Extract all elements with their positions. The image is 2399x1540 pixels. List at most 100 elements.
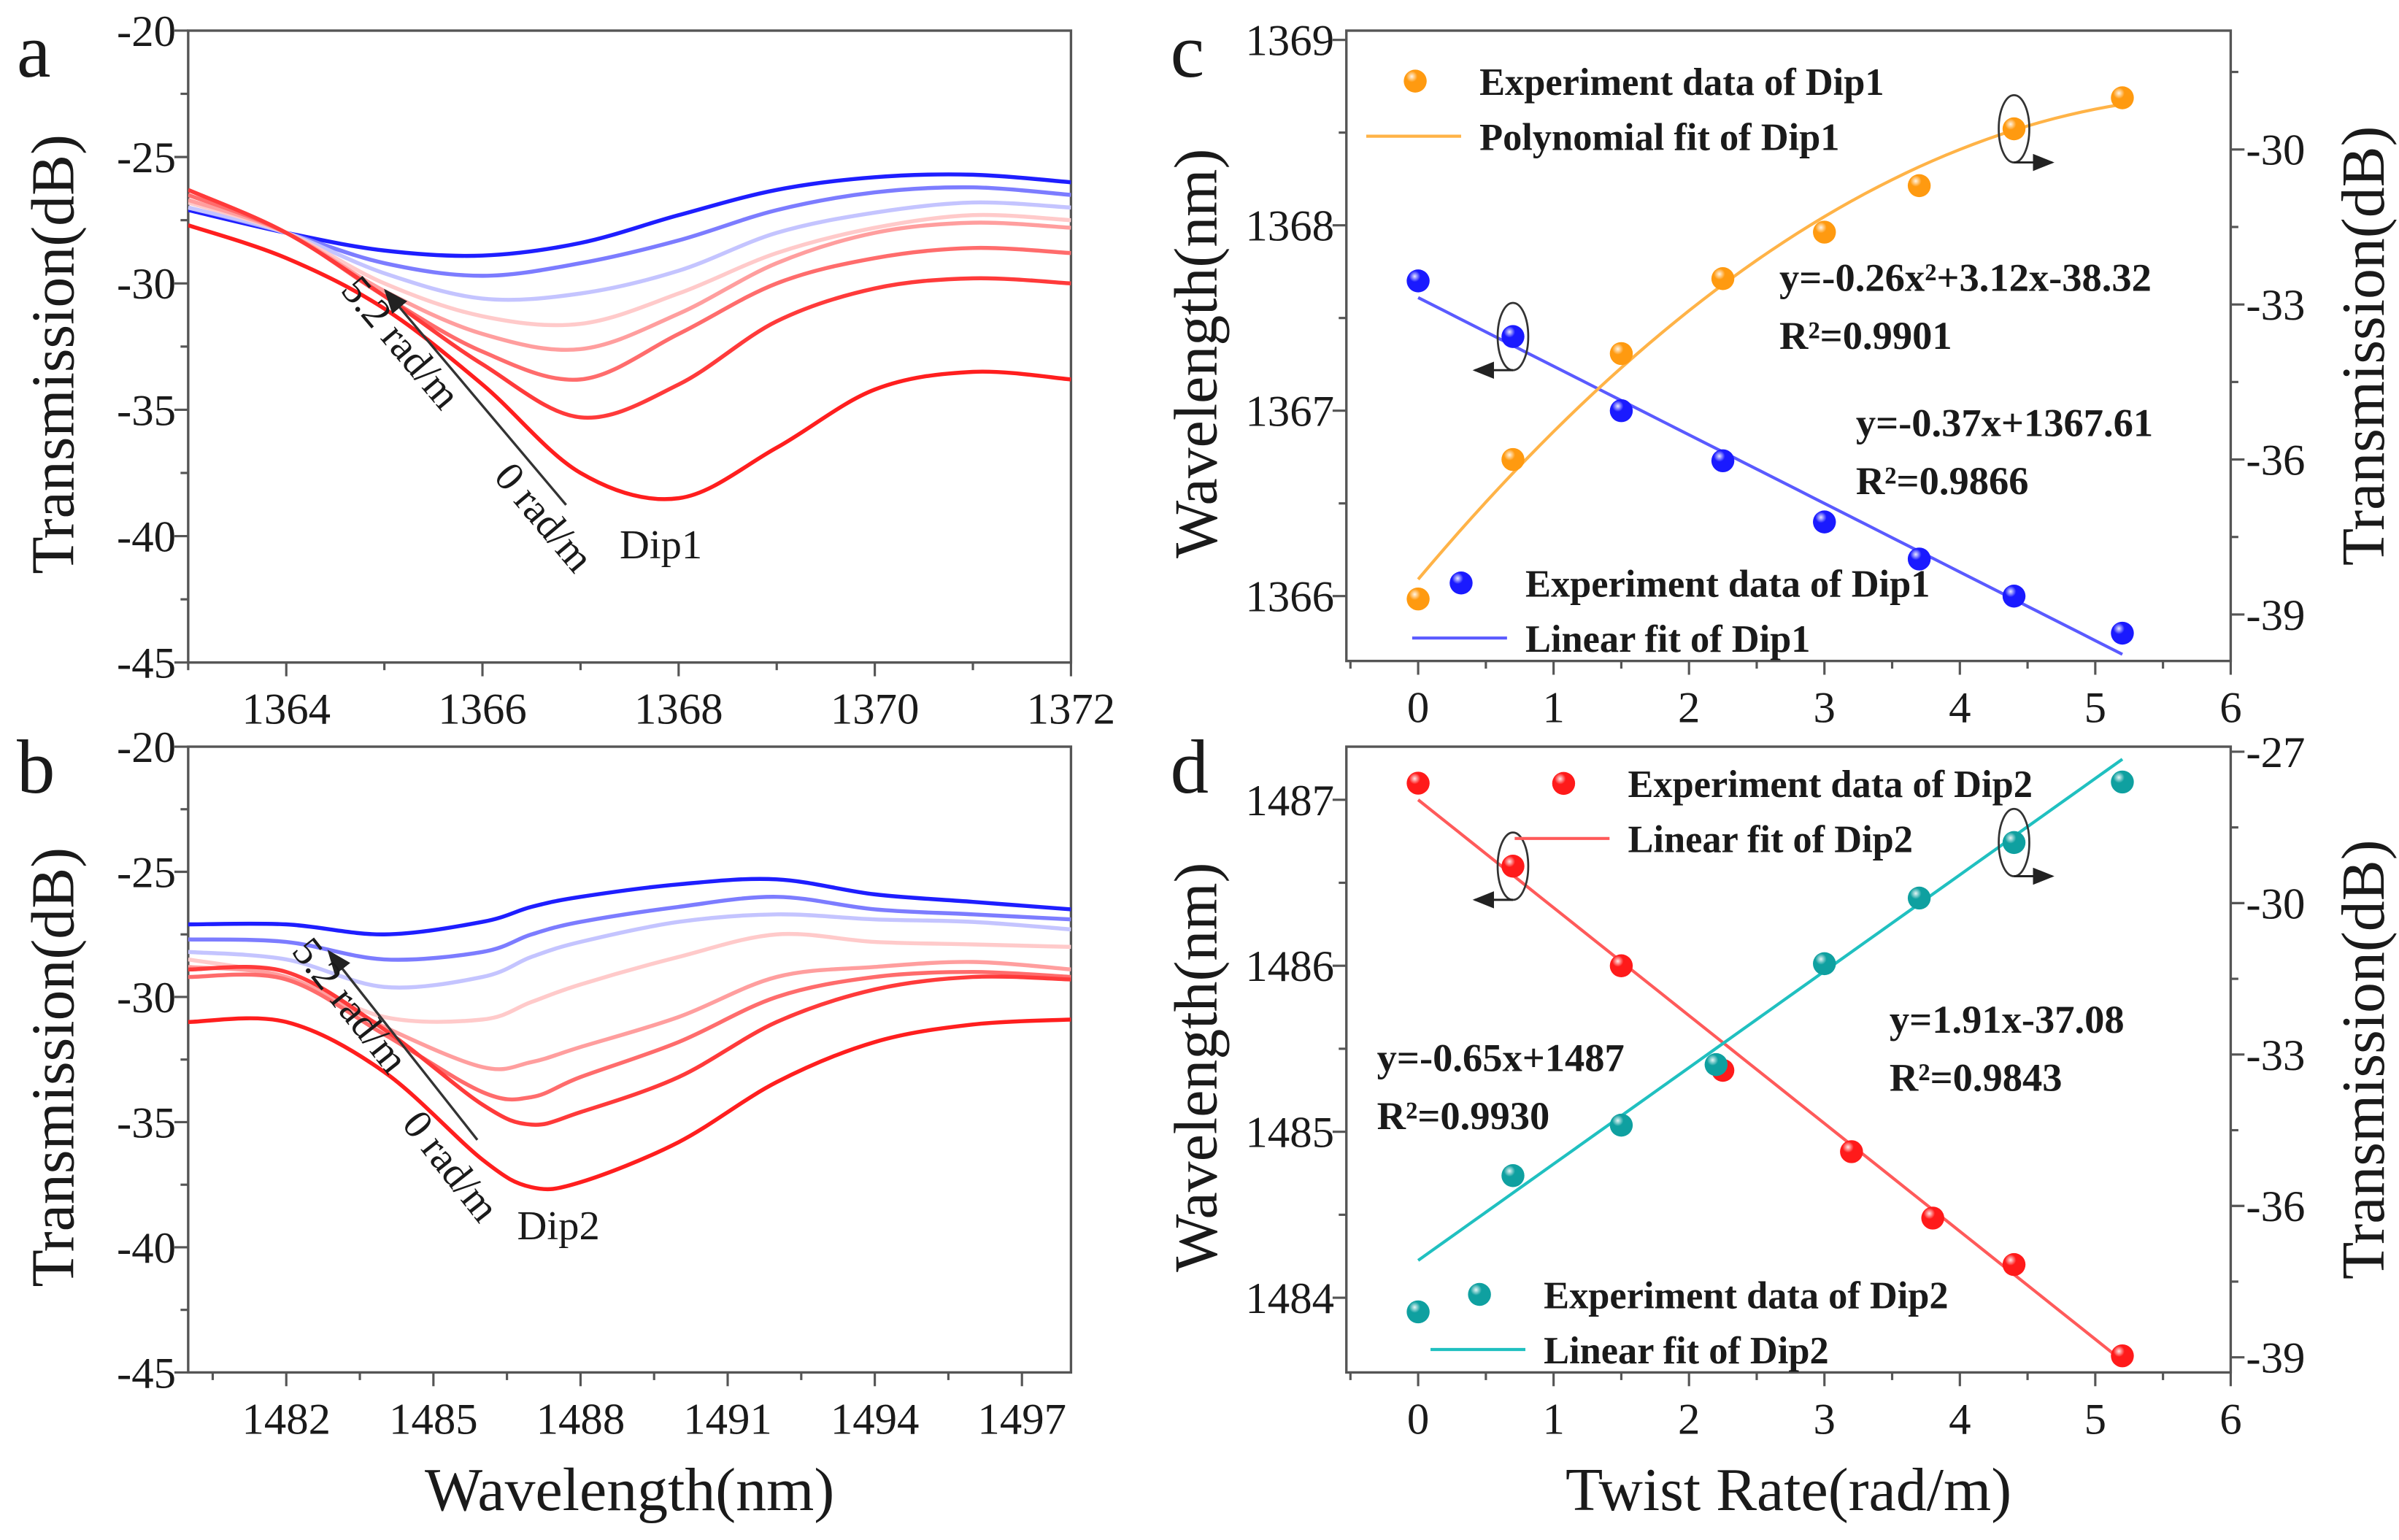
panel-b: 1482 1485 1488 1491 1494 1497 -20 -25 -30 -35 -40 -…	[17, 723, 1073, 1524]
legend-label: Experiment data of Dip1	[1479, 61, 1884, 104]
x-tick-label: 6	[2219, 1395, 2241, 1444]
data-point-highlight	[1609, 399, 1633, 423]
y-tick-label: 1487	[1245, 777, 1334, 825]
y-tick-label: 1486	[1245, 942, 1334, 991]
x-tick-label: 0	[1407, 1395, 1429, 1444]
data-point-highlight	[2002, 117, 2026, 141]
legend-fit-label: Polynomial fit of Dip1	[1479, 116, 1839, 158]
data-point-highlight	[1609, 1113, 1633, 1137]
series-line	[188, 877, 1071, 936]
legend-marker-highlight	[1403, 69, 1427, 93]
y-right-axis-title: Transmission(dB)	[2330, 839, 2398, 1279]
x-tick-label: 1494	[831, 1395, 920, 1444]
fit-equation: y=-0.26x²+3.12x-38.32	[1779, 255, 2152, 299]
y-axis-title: Transmission(dB)	[20, 847, 88, 1287]
x-tick-label: 3	[1814, 683, 1836, 732]
series-line	[188, 188, 1071, 420]
x-axis-title: Wavelength(nm)	[425, 1456, 834, 1524]
x-tick-label: 3	[1814, 1395, 1836, 1444]
data-point-highlight	[2111, 86, 2134, 109]
data-point-highlight	[1609, 954, 1633, 977]
y-tick-label: 1369	[1245, 17, 1334, 66]
x-tick-label: 1491	[683, 1395, 772, 1444]
x-axis-title: Twist Rate(rad/m)	[1566, 1456, 2011, 1524]
series-group	[188, 877, 1071, 1192]
x-tick-label: 1366	[438, 685, 527, 734]
fit-equation: y=-0.65x+1487	[1377, 1035, 1625, 1079]
y-right-tick-label: -30	[2246, 126, 2305, 175]
y-tick-label: -35	[117, 386, 176, 435]
y-tick-label: -20	[117, 723, 176, 772]
x-tick-label: 1485	[389, 1395, 478, 1444]
fit-r-squared: R²=0.9930	[1377, 1093, 1550, 1138]
data-point-highlight	[1921, 1206, 1944, 1230]
y-right-axis-title: Transmission(dB)	[2330, 126, 2398, 566]
fit-line	[1417, 102, 2123, 581]
y-tick-label: -30	[117, 260, 176, 309]
data-point-highlight	[1609, 342, 1633, 366]
series-line	[188, 223, 1071, 501]
data-point-highlight	[2111, 1344, 2134, 1368]
fit-r-squared: R²=0.9901	[1779, 313, 1952, 358]
y-right-tick-label: -39	[2246, 1334, 2305, 1383]
y-tick-label: 1485	[1245, 1109, 1334, 1158]
fit-r-squared: R²=0.9866	[1856, 458, 2029, 503]
series-line	[188, 969, 1071, 1102]
data-point-highlight	[1711, 449, 1735, 473]
y-tick-label: 1484	[1245, 1274, 1334, 1323]
y-tick-label: 1367	[1245, 388, 1334, 436]
data-point-highlight	[2111, 770, 2134, 794]
legend-marker-highlight	[1552, 771, 1576, 796]
data-point-highlight	[2002, 1252, 2026, 1277]
y-axis-title: Wavelength(nm)	[1163, 863, 1231, 1272]
x-tick-label: 1372	[1027, 685, 1116, 734]
y-right-tick-label: -39	[2246, 591, 2305, 640]
data-point-highlight	[1406, 587, 1430, 611]
data-point-highlight	[1501, 855, 1525, 878]
y-tick-label: -40	[117, 1224, 176, 1273]
data-point-highlight	[2002, 831, 2026, 855]
y-tick-label: -45	[117, 1349, 176, 1398]
x-tick-label: 1364	[242, 685, 331, 734]
x-tick-label: 1488	[536, 1395, 625, 1444]
y-tick-label: 1366	[1245, 573, 1334, 622]
y-tick-label: -20	[117, 7, 176, 56]
dip-label: Dip2	[517, 1204, 600, 1249]
data-point-highlight	[1907, 174, 1931, 198]
y-tick-label: -45	[117, 639, 176, 688]
y-tick-label: -25	[117, 134, 176, 182]
fit-equation: y=1.91x-37.08	[1890, 997, 2125, 1042]
data-point-highlight	[1907, 547, 1931, 571]
x-tick-label: 1	[1542, 1395, 1564, 1444]
x-tick-label: 1368	[634, 685, 723, 734]
panel-c: 0 1 2 3 4 5 6 1366 1367 1368 1369 -39 -36 -33 -30 Trans…	[1163, 9, 2398, 733]
x-tick-label: 6	[2219, 683, 2241, 732]
x-tick-label: 1370	[831, 685, 920, 734]
data-point-highlight	[1813, 510, 1836, 534]
data-point-highlight	[2002, 585, 2026, 608]
x-tick-label: 0	[1407, 683, 1429, 732]
data-point-highlight	[1711, 267, 1735, 290]
y-right-tick-label: -33	[2246, 1031, 2305, 1080]
data-point-highlight	[1406, 269, 1430, 293]
panel-label: b	[17, 725, 55, 809]
legend-marker-highlight	[1449, 571, 1473, 595]
data-point-highlight	[1406, 1300, 1430, 1324]
panel-label: d	[1171, 725, 1209, 809]
series-line	[188, 1016, 1071, 1192]
y-axis-title: Transmission(dB)	[20, 134, 88, 574]
legend-label: Experiment data of Dip2	[1544, 1274, 1948, 1317]
legend-fit-label: Linear fit of Dip1	[1525, 618, 1811, 661]
x-tick-label: 2	[1678, 1395, 1700, 1444]
series-line	[188, 200, 1071, 302]
x-tick-label: 1482	[242, 1395, 331, 1444]
data-point-highlight	[1813, 220, 1836, 244]
panel-d: 0 1 2 3 4 5 6 1484 1485 1486 1487 -39 -36 -33 -30 -27 Tr…	[1163, 725, 2398, 1524]
x-tick-label: 4	[1949, 1395, 1971, 1444]
data-point-highlight	[1840, 1140, 1863, 1163]
y-axis-title: Wavelength(nm)	[1163, 149, 1231, 558]
data-point-highlight	[1813, 952, 1836, 976]
data-point-highlight	[2111, 621, 2134, 645]
series-group	[188, 172, 1071, 501]
